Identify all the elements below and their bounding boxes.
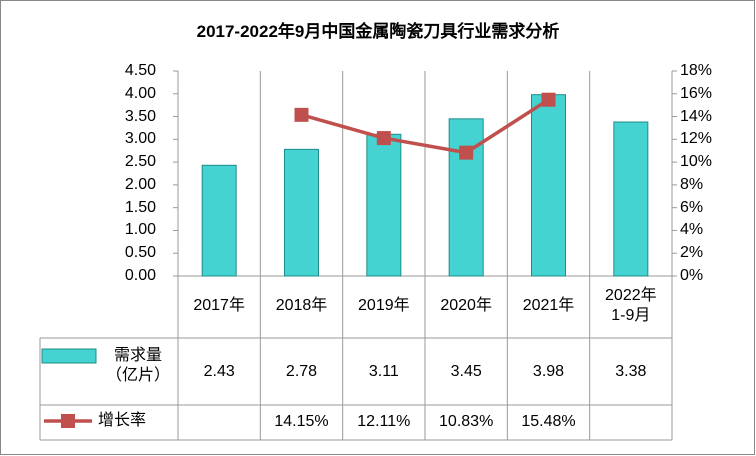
line-marker — [541, 92, 556, 107]
y2-tick-label: 4% — [680, 221, 704, 239]
table-value: 15.48% — [521, 413, 576, 430]
table-value: 2.78 — [285, 363, 318, 380]
bar — [284, 148, 319, 277]
legend-label: 增长率 — [97, 412, 146, 429]
y-tick-label: 0.00 — [124, 267, 156, 284]
y-tick-label: 1.50 — [124, 198, 156, 216]
table-value: 3.98 — [532, 363, 565, 380]
y-tick-label: 2.50 — [124, 153, 156, 171]
legend-swatch — [41, 348, 97, 364]
table-value: 12.11% — [357, 413, 411, 430]
table-value: 2.43 — [203, 363, 235, 380]
table-value: 10.83% — [439, 413, 494, 430]
table-value: 3.11 — [368, 363, 399, 380]
x-tick-label: 2018年 — [275, 297, 328, 314]
legend-marker — [61, 414, 75, 428]
line-marker — [294, 107, 309, 122]
line — [301, 98, 550, 155]
y-tick-label: 1.00 — [124, 221, 156, 239]
legend-label: 需求量 （亿片） — [105, 347, 170, 384]
table-value: 14.15% — [274, 413, 329, 430]
line-marker — [376, 131, 391, 146]
y-tick-label: 2.00 — [124, 175, 156, 193]
x-tick-label: 2020年 — [440, 297, 492, 314]
y-tick-label: 3.50 — [124, 107, 156, 125]
chart-title: 2017-2022年9月中国金属陶瓷刀具行业需求分析 — [196, 22, 560, 41]
x-tick-label: 2019年 — [358, 297, 410, 314]
y-tick-label: 3.00 — [124, 130, 156, 148]
x-tick-label: 2021年 — [522, 297, 575, 314]
y2-tick-label: 18% — [680, 62, 713, 79]
y2-tick-label: 2% — [680, 244, 704, 262]
y2-tick-label: 16% — [680, 84, 713, 102]
bar — [201, 164, 237, 277]
bar — [366, 133, 402, 277]
bar — [613, 121, 649, 277]
y-tick-label: 4.00 — [124, 84, 156, 102]
y-tick-label: 0.50 — [124, 244, 156, 262]
table-value: 3.45 — [450, 363, 482, 380]
line-marker — [459, 145, 474, 160]
x-tick-label: 2022年 1-9月 — [605, 287, 657, 324]
y2-tick-label: 0% — [680, 267, 704, 284]
y2-tick-label: 6% — [680, 198, 704, 216]
y2-tick-label: 14% — [680, 107, 713, 125]
y2-tick-label: 10% — [680, 153, 713, 171]
bar — [448, 118, 484, 277]
x-tick-label: 2017年 — [193, 297, 245, 314]
bar — [531, 94, 566, 277]
table-value: 3.38 — [615, 363, 647, 380]
y-tick-label: 4.50 — [124, 62, 156, 79]
y2-tick-label: 12% — [680, 130, 713, 148]
y2-tick-label: 8% — [680, 175, 704, 193]
